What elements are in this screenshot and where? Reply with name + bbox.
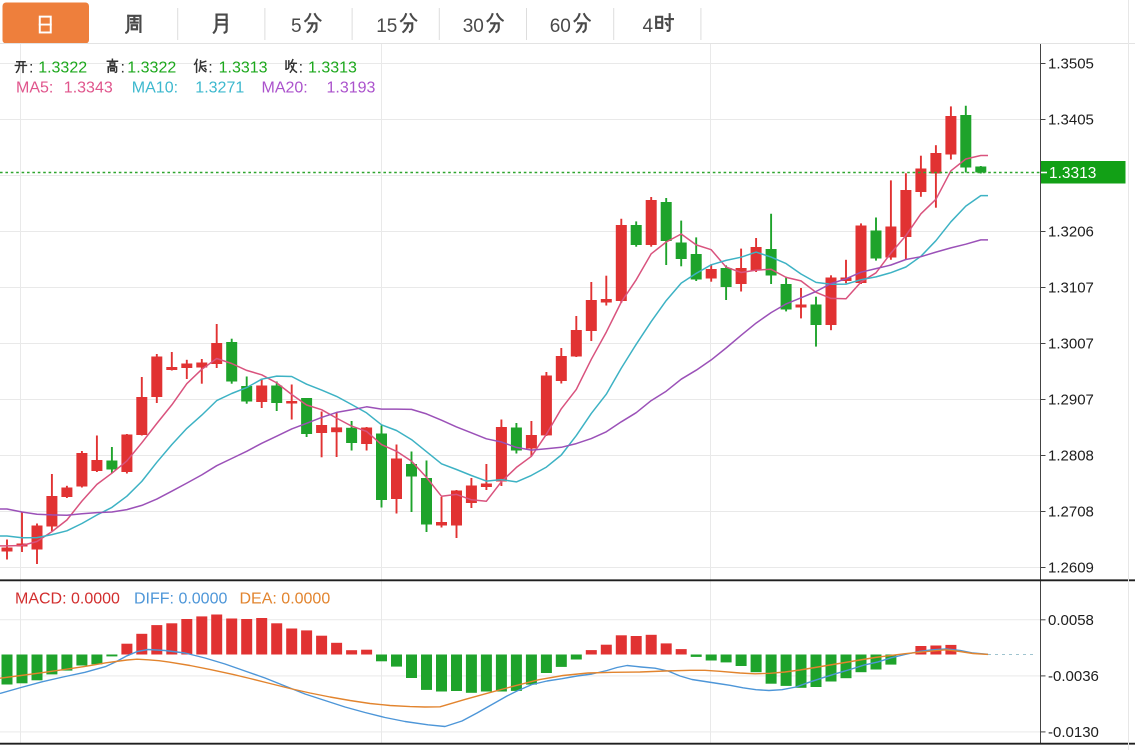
svg-text:15: 15 <box>376 16 397 37</box>
svg-text:MA10:: MA10: <box>132 80 178 97</box>
svg-text:1.2907: 1.2907 <box>1048 392 1094 409</box>
svg-text:1.3271: 1.3271 <box>195 80 244 97</box>
svg-text:0.0058: 0.0058 <box>1048 612 1094 629</box>
svg-text:-0.0130: -0.0130 <box>1048 724 1099 741</box>
svg-text:1.3313: 1.3313 <box>308 60 357 77</box>
svg-text:-0.0036: -0.0036 <box>1048 668 1099 685</box>
svg-text:60: 60 <box>550 16 571 37</box>
svg-text:1.3405: 1.3405 <box>1048 112 1094 129</box>
svg-text:1.3007: 1.3007 <box>1048 336 1094 353</box>
svg-text:1.3193: 1.3193 <box>327 80 376 97</box>
svg-text:30: 30 <box>463 16 484 37</box>
svg-text::: : <box>29 60 33 77</box>
svg-text:5: 5 <box>291 16 302 37</box>
svg-text:1.3343: 1.3343 <box>64 80 113 97</box>
svg-text:1.3322: 1.3322 <box>38 60 87 77</box>
svg-text:1.3313: 1.3313 <box>1049 165 1096 182</box>
svg-text::: : <box>299 60 303 77</box>
svg-text:MACD: 0.0000: MACD: 0.0000 <box>15 591 120 608</box>
svg-text:1.3107: 1.3107 <box>1048 280 1094 297</box>
svg-text:1.3322: 1.3322 <box>127 60 176 77</box>
svg-text:1.2609: 1.2609 <box>1048 560 1094 577</box>
svg-text::: : <box>208 60 212 77</box>
svg-text:1.3505: 1.3505 <box>1048 56 1094 73</box>
svg-text::: : <box>121 60 125 77</box>
svg-text:1.2708: 1.2708 <box>1048 504 1094 521</box>
svg-text:DEA: 0.0000: DEA: 0.0000 <box>240 591 331 608</box>
svg-text:1.2808: 1.2808 <box>1048 448 1094 465</box>
svg-text:1.3206: 1.3206 <box>1048 224 1094 241</box>
svg-text:1.3313: 1.3313 <box>219 60 268 77</box>
svg-text:4: 4 <box>642 16 653 37</box>
svg-text:MA5:: MA5: <box>16 80 53 97</box>
svg-text:DIFF: 0.0000: DIFF: 0.0000 <box>134 591 227 608</box>
svg-text:MA20:: MA20: <box>262 80 308 97</box>
